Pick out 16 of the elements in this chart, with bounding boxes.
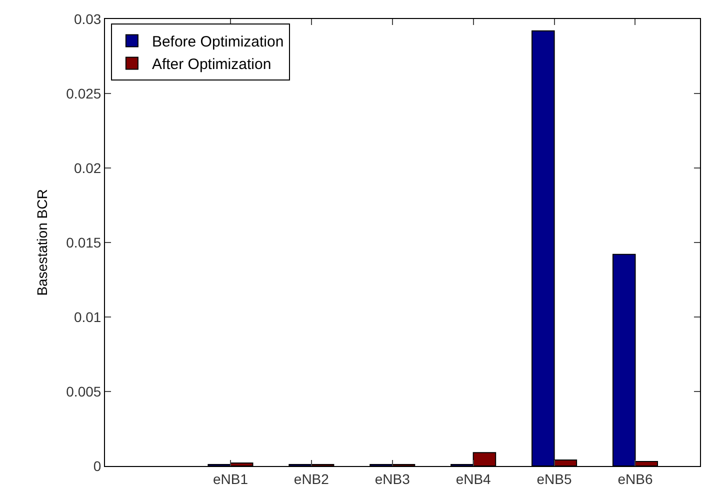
y-tick-label: 0.02 bbox=[74, 160, 102, 176]
x-tick-label: eNB4 bbox=[456, 470, 492, 487]
legend-label: Before Optimization bbox=[152, 34, 284, 51]
legend-label: After Optimization bbox=[152, 56, 272, 74]
y-tick-label: 0.005 bbox=[66, 383, 102, 400]
y-tick-label: 0 bbox=[93, 458, 102, 474]
y-tick-label: 0.03 bbox=[74, 10, 102, 27]
x-tick-label: eNB5 bbox=[536, 470, 572, 487]
x-tick-label: eNB1 bbox=[212, 470, 248, 487]
y-tick-label: 0.015 bbox=[66, 234, 102, 250]
y-tick-label: 0.025 bbox=[66, 85, 102, 102]
x-tick-label: eNB6 bbox=[618, 470, 653, 487]
y-axis-title: Basestation BCR bbox=[34, 189, 50, 296]
x-tick-label: eNB3 bbox=[374, 470, 410, 487]
x-tick-label: eNB2 bbox=[294, 470, 330, 487]
y-tick-label: 0.01 bbox=[74, 308, 102, 325]
